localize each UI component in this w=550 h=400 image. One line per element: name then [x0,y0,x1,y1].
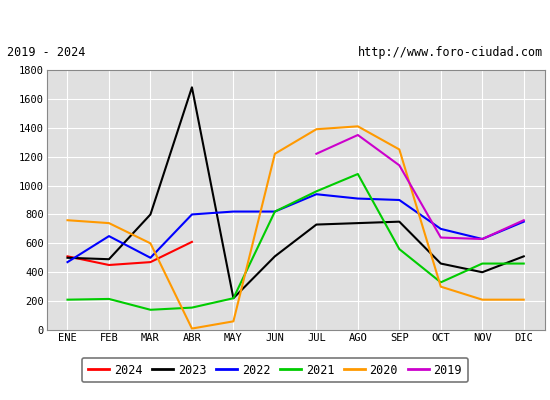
2020 [106,221,112,226]
2019 [520,218,527,223]
2022 [147,255,154,260]
2023 [64,255,71,260]
2021 [106,296,112,301]
2023 [189,85,195,90]
2020 [437,284,444,289]
2024 [147,260,154,264]
2020 [396,147,403,152]
Text: 2019 - 2024: 2019 - 2024 [7,46,85,59]
2021 [355,172,361,176]
2022 [272,209,278,214]
2022 [396,198,403,202]
2021 [313,189,320,194]
2021 [520,261,527,266]
2024 [64,254,71,259]
2021 [230,296,236,301]
2024 [189,240,195,244]
Line: 2020: 2020 [68,126,524,328]
2022 [355,196,361,201]
2020 [189,326,195,331]
2020 [64,218,71,223]
Text: http://www.foro-ciudad.com: http://www.foro-ciudad.com [358,46,543,59]
2023 [272,254,278,259]
2023 [355,221,361,226]
2022 [64,260,71,264]
2023 [520,254,527,259]
2023 [106,257,112,262]
2023 [437,261,444,266]
2022 [437,226,444,231]
2020 [147,241,154,246]
2022 [189,212,195,217]
Line: 2022: 2022 [68,194,524,262]
2021 [147,307,154,312]
2021 [272,209,278,214]
2020 [479,297,486,302]
2022 [313,192,320,197]
2020 [355,124,361,129]
2022 [106,234,112,238]
Line: 2019: 2019 [316,135,524,239]
2023 [147,212,154,217]
2019 [437,235,444,240]
2023 [230,296,236,301]
2021 [437,280,444,285]
Text: Evolucion Nº Turistas Nacionales en el municipio de La Estrella: Evolucion Nº Turistas Nacionales en el m… [45,12,505,26]
2021 [64,297,71,302]
2023 [479,270,486,275]
2021 [479,261,486,266]
2019 [355,132,361,137]
2020 [230,319,236,324]
2020 [272,151,278,156]
Line: 2021: 2021 [68,174,524,310]
2022 [520,219,527,224]
2024 [106,262,112,267]
2020 [520,297,527,302]
2023 [396,219,403,224]
Legend: 2024, 2023, 2022, 2021, 2020, 2019: 2024, 2023, 2022, 2021, 2020, 2019 [82,358,468,382]
2023 [313,222,320,227]
2022 [230,209,236,214]
2019 [396,163,403,168]
2021 [396,247,403,252]
Line: 2023: 2023 [68,87,524,298]
2019 [479,236,486,241]
2019 [313,151,320,156]
2021 [189,305,195,310]
2022 [479,236,486,241]
2020 [313,127,320,132]
Line: 2024: 2024 [68,242,192,265]
